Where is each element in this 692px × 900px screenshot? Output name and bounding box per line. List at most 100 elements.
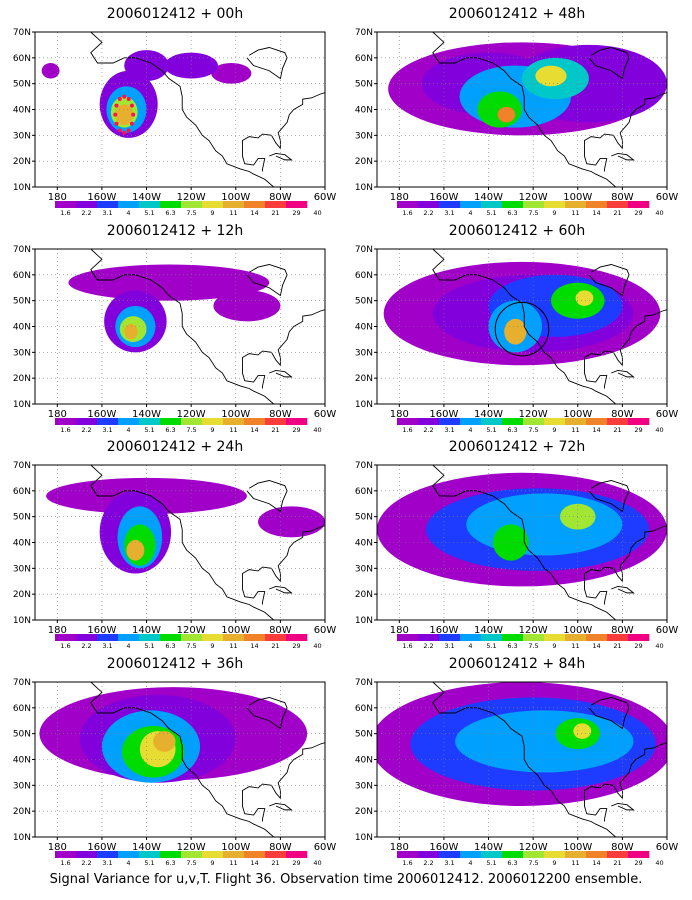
- colorbar-swatch: [244, 851, 266, 858]
- lon-tick-label: 180: [390, 842, 409, 853]
- colorbar-label: 4: [468, 859, 472, 867]
- lat-tick-label: 10N: [13, 400, 31, 410]
- colorbar-label: 2.2: [423, 426, 433, 434]
- coastlines: [432, 249, 667, 404]
- colorbar-label: 6.3: [507, 859, 517, 867]
- lon-tick-label: 140W: [474, 625, 503, 636]
- lat-tick-label: 30N: [355, 781, 373, 791]
- coastlines: [90, 682, 325, 837]
- colorbar-swatch: [439, 418, 461, 425]
- lat-tick-label: 10N: [355, 833, 373, 843]
- colorbar-label: 14: [250, 426, 258, 434]
- panel-title: 2006012412 + 72h: [448, 439, 586, 455]
- lat-tick-label: 50N: [355, 297, 373, 307]
- colorbar-swatch: [607, 418, 629, 425]
- lat-tick-label: 20N: [13, 807, 31, 817]
- colorbar-label: 11: [571, 859, 579, 867]
- colorbar-swatch: [118, 418, 140, 425]
- lat-tick-label: 70N: [355, 245, 373, 255]
- coastline: [269, 585, 293, 594]
- lon-tick-label: 180: [390, 625, 409, 636]
- colorbar-label: 6.3: [507, 426, 517, 434]
- coastline: [611, 802, 635, 811]
- colorbar-label: 29: [634, 426, 642, 434]
- coastline: [584, 92, 667, 150]
- panel-title: 2006012412 + 48h: [448, 6, 586, 22]
- colorbar-swatch: [586, 851, 608, 858]
- map-svg: 70N 60N 50N 40N 30N 20N 10N 180 160W 140W 120W 100W…: [13, 28, 337, 217]
- coastline: [90, 465, 274, 620]
- gridlines: [377, 249, 667, 404]
- colorbar-label: 40: [313, 209, 321, 217]
- coastline: [269, 369, 293, 378]
- colorbar-label: 3.1: [102, 642, 112, 650]
- colorbar-label: 14: [592, 209, 600, 217]
- lat-tick-label: 50N: [13, 297, 31, 307]
- colorbar-swatch: [502, 851, 524, 858]
- colorbar-swatch: [586, 418, 608, 425]
- lon-tick-label: 180: [390, 192, 409, 203]
- colorbar-label: 9: [552, 209, 556, 217]
- lon-tick-label: 60W: [314, 409, 337, 420]
- observation-dot: [126, 128, 131, 133]
- lon-tick-label: 100W: [221, 409, 250, 420]
- lat-tick-label: 30N: [13, 564, 31, 574]
- lat-tick-label: 30N: [13, 348, 31, 358]
- panel-title: 2006012412 + 00h: [106, 6, 244, 22]
- colorbar-label: 11: [571, 642, 579, 650]
- colorbar-swatch: [202, 634, 224, 641]
- coastline: [90, 682, 274, 837]
- colorbar-label: 5.1: [144, 642, 154, 650]
- panel-title: 2006012412 + 60h: [448, 223, 586, 239]
- lat-tick-label: 50N: [355, 730, 373, 740]
- colorbar-swatch: [55, 634, 77, 641]
- colorbar-swatch: [460, 851, 482, 858]
- map-svg: 70N 60N 50N 40N 30N 20N 10N 180 160W 140W 120W 100W…: [13, 245, 337, 434]
- coastline: [584, 309, 667, 367]
- colorbar-swatch: [565, 634, 587, 641]
- colorbar-label: 3.1: [444, 209, 454, 217]
- lon-tick-label: 100W: [221, 625, 250, 636]
- colorbar-swatch: [544, 851, 566, 858]
- lon-tick-label: 80W: [611, 842, 634, 853]
- colorbar-label: 21: [271, 642, 279, 650]
- lon-tick-label: 60W: [656, 192, 679, 203]
- observation-dot: [131, 112, 136, 117]
- variance-contour: [497, 106, 516, 123]
- map-panel: 2006012412 + 12h 70N 60N 50N 40N 30N 20N 10N 180…: [5, 222, 345, 437]
- colorbar-label: 29: [292, 426, 300, 434]
- lon-tick-label: 80W: [611, 625, 634, 636]
- colorbar-label: 6.3: [507, 642, 517, 650]
- colorbar-label: 14: [592, 859, 600, 867]
- colorbar-label: 6.3: [507, 209, 517, 217]
- colorbar-swatch: [181, 201, 203, 208]
- lat-tick-label: 70N: [13, 678, 31, 688]
- colorbar-swatch: [160, 634, 182, 641]
- colorbar-label: 6.3: [165, 426, 175, 434]
- colorbar-label: 11: [229, 209, 237, 217]
- colorbar-label: 1.6: [60, 859, 70, 867]
- colorbar-label: 5.1: [486, 209, 496, 217]
- colorbar-swatch: [265, 201, 287, 208]
- observation-dot: [122, 94, 127, 99]
- colorbar-swatch: [523, 418, 545, 425]
- colorbar-label: 21: [271, 859, 279, 867]
- lon-tick-label: 100W: [563, 192, 592, 203]
- colorbar-swatch: [502, 634, 524, 641]
- colorbar-swatch: [607, 851, 629, 858]
- colorbar-label: 14: [250, 209, 258, 217]
- lat-tick-label: 20N: [13, 157, 31, 167]
- lon-tick-label: 160W: [429, 409, 458, 420]
- lon-tick-label: 160W: [87, 842, 116, 853]
- colorbar-swatch: [502, 201, 524, 208]
- lat-tick-label: 60N: [13, 54, 31, 64]
- lat-tick-label: 70N: [13, 28, 31, 38]
- colorbar-label: 4: [126, 859, 130, 867]
- gridlines: [377, 465, 667, 620]
- colorbar-label: 2.2: [81, 426, 91, 434]
- colorbar-swatch: [286, 418, 308, 425]
- colorbar-swatch: [544, 634, 566, 641]
- lat-tick-label: 40N: [13, 106, 31, 116]
- gridlines: [35, 249, 325, 404]
- variance-field: [377, 472, 667, 587]
